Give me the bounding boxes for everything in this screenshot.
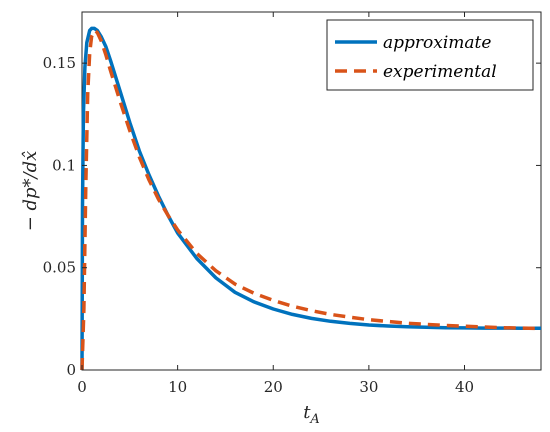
x-tick-label: 40 — [455, 378, 474, 396]
x-tick-label: 0 — [77, 378, 87, 396]
y-axis-ticks: 0 0.05 0.1 0.15 — [43, 54, 541, 379]
x-tick-label: 10 — [168, 378, 187, 396]
y-tick-label: 0.05 — [43, 259, 76, 277]
x-axis-label: tA — [303, 402, 320, 427]
series-layer — [80, 26, 542, 371]
legend-label-approximate: approximate — [383, 33, 491, 53]
y-axis-label: − dp*/dx̂ — [20, 151, 41, 232]
y-tick-label: 0.15 — [43, 54, 76, 72]
y-tick-label: 0 — [66, 361, 76, 379]
series-line-approximate — [80, 26, 541, 371]
x-axis-ticks: 0 10 20 30 40 — [77, 12, 474, 396]
legend-label-experimental: experimental — [383, 62, 497, 82]
x-axis-label-sub: A — [309, 412, 319, 427]
y-tick-label: 0.1 — [52, 156, 76, 174]
x-tick-label: 20 — [264, 378, 283, 396]
x-tick-label: 30 — [359, 378, 378, 396]
legend: approximate experimental — [326, 19, 534, 91]
x-axis-label-main: t — [303, 402, 311, 423]
legend-box — [326, 19, 534, 91]
